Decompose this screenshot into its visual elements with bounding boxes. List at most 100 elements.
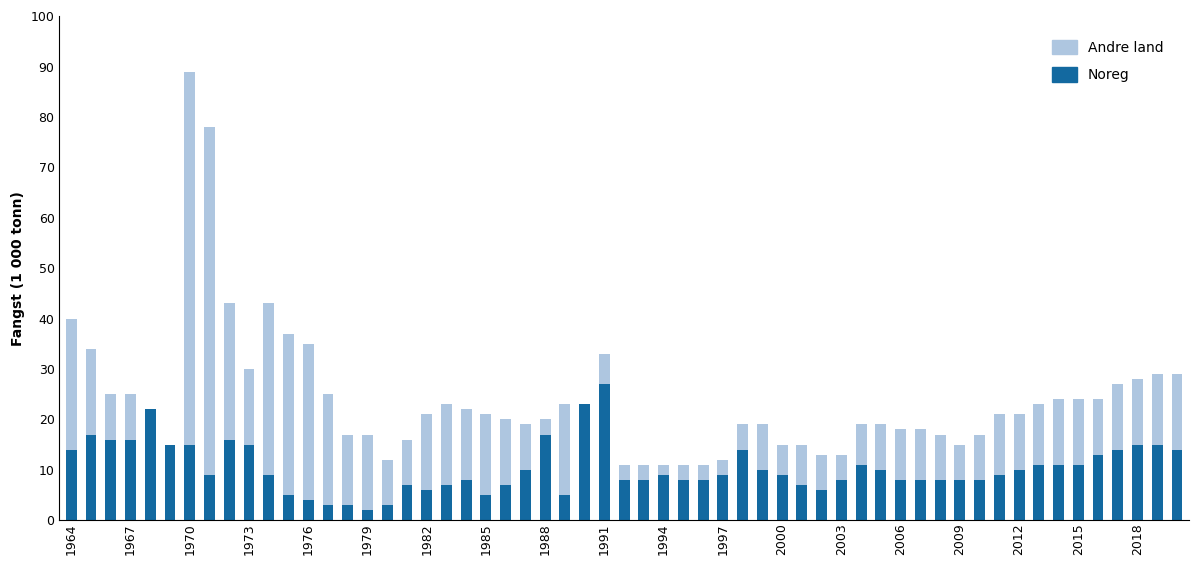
Bar: [283, 334, 294, 495]
Bar: [500, 419, 511, 485]
Bar: [362, 435, 373, 510]
Bar: [323, 505, 334, 520]
Bar: [836, 454, 847, 480]
Bar: [678, 480, 689, 520]
Bar: [1132, 379, 1142, 445]
Bar: [402, 485, 413, 520]
Bar: [737, 424, 748, 449]
Bar: [1093, 454, 1104, 520]
Bar: [223, 440, 235, 520]
Bar: [1132, 445, 1142, 520]
Bar: [164, 445, 175, 520]
Bar: [816, 490, 827, 520]
Bar: [223, 303, 235, 440]
Bar: [935, 435, 946, 480]
Bar: [185, 71, 196, 445]
Bar: [559, 404, 570, 495]
Bar: [1152, 374, 1163, 445]
Bar: [816, 454, 827, 490]
Bar: [876, 470, 887, 520]
Bar: [440, 485, 452, 520]
Bar: [836, 480, 847, 520]
Bar: [66, 319, 77, 449]
Bar: [440, 404, 452, 485]
Bar: [85, 435, 96, 520]
Bar: [66, 449, 77, 520]
Bar: [1171, 374, 1182, 449]
Bar: [914, 480, 925, 520]
Bar: [737, 449, 748, 520]
Bar: [974, 480, 985, 520]
Bar: [540, 435, 551, 520]
Bar: [638, 465, 649, 480]
Bar: [1112, 449, 1123, 520]
Bar: [697, 465, 708, 480]
Bar: [1054, 399, 1064, 465]
Bar: [382, 460, 392, 505]
Bar: [895, 430, 906, 480]
Bar: [342, 435, 353, 505]
Bar: [540, 419, 551, 435]
Bar: [876, 424, 887, 470]
Bar: [599, 384, 610, 520]
Bar: [856, 424, 866, 465]
Bar: [1073, 399, 1084, 465]
Bar: [302, 344, 313, 500]
Bar: [125, 440, 136, 520]
Bar: [125, 394, 136, 440]
Bar: [580, 404, 590, 520]
Bar: [697, 480, 708, 520]
Bar: [619, 480, 630, 520]
Bar: [599, 354, 610, 384]
Bar: [421, 490, 432, 520]
Bar: [1093, 399, 1104, 454]
Bar: [797, 445, 808, 485]
Bar: [106, 440, 116, 520]
Bar: [797, 485, 808, 520]
Bar: [85, 349, 96, 435]
Bar: [323, 394, 334, 505]
Bar: [954, 445, 965, 480]
Bar: [402, 440, 413, 485]
Bar: [994, 475, 1004, 520]
Bar: [480, 495, 491, 520]
Bar: [659, 475, 670, 520]
Bar: [1073, 465, 1084, 520]
Bar: [1112, 384, 1123, 449]
Bar: [954, 480, 965, 520]
Bar: [1054, 465, 1064, 520]
Bar: [559, 495, 570, 520]
Bar: [757, 470, 768, 520]
Bar: [244, 445, 254, 520]
Bar: [185, 445, 196, 520]
Bar: [520, 424, 530, 470]
Bar: [856, 465, 866, 520]
Bar: [106, 394, 116, 440]
Bar: [718, 460, 728, 475]
Bar: [421, 414, 432, 490]
Bar: [362, 510, 373, 520]
Bar: [263, 475, 274, 520]
Bar: [619, 465, 630, 480]
Bar: [895, 480, 906, 520]
Bar: [302, 500, 313, 520]
Bar: [382, 505, 392, 520]
Bar: [263, 303, 274, 475]
Bar: [500, 485, 511, 520]
Bar: [283, 495, 294, 520]
Bar: [1014, 470, 1025, 520]
Bar: [757, 424, 768, 470]
Bar: [1033, 404, 1044, 465]
Bar: [1171, 449, 1182, 520]
Bar: [520, 470, 530, 520]
Bar: [974, 435, 985, 480]
Bar: [480, 414, 491, 495]
Bar: [461, 409, 472, 480]
Bar: [1033, 465, 1044, 520]
Bar: [204, 127, 215, 475]
Bar: [659, 465, 670, 475]
Bar: [935, 480, 946, 520]
Bar: [244, 369, 254, 445]
Bar: [461, 480, 472, 520]
Bar: [204, 475, 215, 520]
